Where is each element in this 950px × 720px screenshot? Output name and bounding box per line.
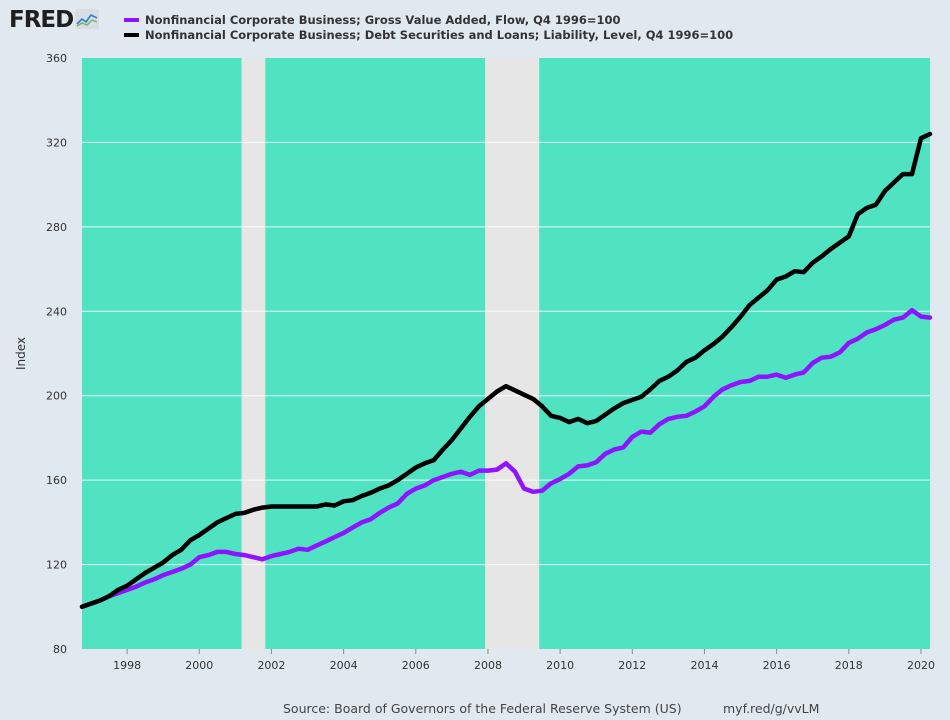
- legend-swatch-purple: [124, 17, 139, 22]
- x-tick-label: 2020: [907, 659, 935, 672]
- legend-item-debt[interactable]: Nonfinancial Corporate Business; Debt Se…: [124, 27, 733, 42]
- recession-shading: [485, 58, 540, 649]
- x-tick-label: 2010: [546, 659, 574, 672]
- y-tick-label: 360: [46, 52, 67, 65]
- series-line-gross-value-added[interactable]: [79, 307, 933, 610]
- y-tick-label: 280: [46, 221, 67, 234]
- x-tick-label: 2000: [185, 659, 213, 672]
- series-line-debt[interactable]: [79, 131, 933, 610]
- x-tick-label: 2014: [690, 659, 718, 672]
- recession-shading: [241, 58, 266, 649]
- x-tick-label: 2008: [474, 659, 502, 672]
- x-tick-label: 1998: [113, 659, 141, 672]
- y-tick-label: 120: [46, 559, 67, 572]
- fred-logo[interactable]: FRED: [9, 7, 100, 33]
- line-chart[interactable]: 80 120 160 200 240 280 320 360 1998 2000 2002 2004…: [0, 50, 950, 700]
- legend-label: Nonfinancial Corporate Business; Debt Se…: [145, 27, 734, 42]
- short-link[interactable]: myf.red/g/vvLM: [723, 701, 820, 716]
- y-tick-label: 200: [46, 390, 67, 403]
- x-tick-label: 2006: [402, 659, 430, 672]
- legend-label: Nonfinancial Corporate Business; Gross V…: [145, 12, 621, 27]
- chart-line-icon: [75, 8, 100, 33]
- x-tick-label: 2016: [763, 659, 791, 672]
- legend: Nonfinancial Corporate Business; Gross V…: [124, 12, 733, 42]
- y-axis-label: Index: [14, 337, 28, 370]
- x-tick-label: 2018: [835, 659, 863, 672]
- legend-swatch-black: [124, 32, 139, 37]
- source-text: Source: Board of Governors of the Federa…: [283, 701, 682, 716]
- header: FRED Nonfinancial Corporate Business; Gr…: [0, 0, 950, 50]
- x-tick-label: 2012: [618, 659, 646, 672]
- y-tick-label: 80: [53, 643, 67, 656]
- legend-item-gross-value-added[interactable]: Nonfinancial Corporate Business; Gross V…: [124, 12, 733, 27]
- y-tick-label: 240: [46, 305, 67, 318]
- y-tick-label: 320: [46, 136, 67, 149]
- logo-text: FRED: [9, 7, 74, 33]
- y-tick-label: 160: [46, 474, 67, 487]
- x-tick-label: 2002: [257, 659, 285, 672]
- x-tick-label: 2004: [330, 659, 358, 672]
